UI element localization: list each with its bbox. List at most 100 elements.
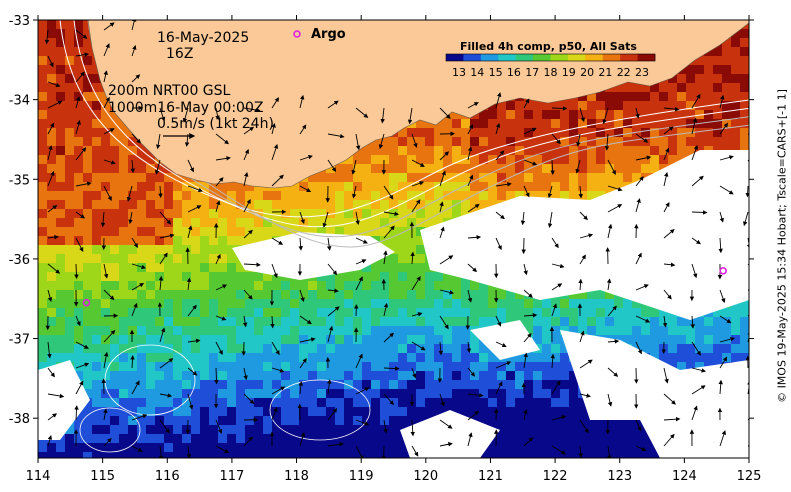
current-vector bbox=[74, 405, 79, 421]
current-vector bbox=[691, 144, 699, 161]
x-tick-label: 115 bbox=[90, 469, 115, 484]
current-vector bbox=[383, 332, 394, 343]
current-vector bbox=[551, 237, 559, 249]
colorbar-title: Filled 4h comp, p50, All Sats bbox=[460, 40, 637, 53]
current-vector bbox=[155, 159, 161, 175]
current-vector bbox=[75, 362, 90, 369]
current-vector bbox=[576, 133, 581, 147]
x-tick-label: 122 bbox=[543, 469, 568, 484]
colorbar-swatch bbox=[550, 54, 569, 61]
current-vector bbox=[159, 419, 170, 434]
current-vector bbox=[215, 419, 223, 434]
current-vector bbox=[242, 315, 248, 328]
current-vector bbox=[103, 263, 109, 279]
current-vector bbox=[47, 393, 65, 399]
current-vector bbox=[299, 432, 306, 447]
current-vector bbox=[438, 341, 444, 356]
current-vector bbox=[495, 122, 501, 135]
current-vector bbox=[159, 211, 172, 225]
current-vector bbox=[691, 405, 698, 421]
current-vector bbox=[520, 211, 526, 226]
current-vector bbox=[467, 235, 482, 240]
colorbar-swatch bbox=[620, 54, 638, 61]
current-vector bbox=[355, 353, 363, 369]
current-vector bbox=[271, 386, 286, 395]
x-tick-label: 123 bbox=[607, 469, 632, 484]
current-vector bbox=[547, 211, 553, 228]
current-vector bbox=[100, 211, 106, 228]
current-vector bbox=[187, 338, 201, 344]
current-vector bbox=[691, 175, 704, 187]
current-vector bbox=[635, 133, 649, 143]
current-vector bbox=[47, 122, 55, 135]
current-vector bbox=[103, 437, 112, 447]
current-vector bbox=[355, 107, 369, 118]
current-vector bbox=[131, 263, 147, 270]
current-vector bbox=[155, 133, 161, 150]
current-vector bbox=[298, 381, 304, 395]
current-vector bbox=[635, 284, 649, 291]
current-vector bbox=[439, 393, 445, 407]
current-vector bbox=[351, 185, 357, 199]
current-vector bbox=[719, 122, 729, 135]
current-vector bbox=[743, 211, 749, 227]
current-vector bbox=[131, 237, 138, 248]
current-vector bbox=[607, 445, 612, 458]
current-vector bbox=[523, 333, 532, 343]
current-vector bbox=[663, 147, 670, 161]
current-vector bbox=[411, 199, 421, 213]
current-vector bbox=[523, 98, 530, 109]
current-vector bbox=[691, 93, 701, 109]
colorbar-tick-label: 22 bbox=[617, 66, 631, 79]
current-vector bbox=[131, 380, 140, 395]
colorbar-tick-label: 23 bbox=[635, 66, 649, 79]
current-vector bbox=[411, 276, 421, 291]
current-vector bbox=[663, 202, 670, 213]
current-vector bbox=[327, 100, 339, 109]
x-tick-label: 118 bbox=[284, 469, 309, 484]
depth-contour bbox=[73, 20, 749, 228]
current-vector bbox=[351, 159, 357, 175]
current-vector bbox=[103, 70, 108, 83]
current-vector bbox=[410, 251, 415, 265]
current-vector bbox=[271, 123, 276, 135]
current-vector bbox=[635, 155, 652, 161]
x-tick-label: 117 bbox=[219, 469, 244, 484]
cloud-patch bbox=[38, 360, 90, 440]
current-vector bbox=[467, 146, 473, 161]
current-vector bbox=[159, 107, 166, 122]
colorbar-tick-label: 19 bbox=[562, 66, 576, 79]
current-vector bbox=[439, 315, 449, 330]
current-vector bbox=[243, 289, 253, 300]
current-vector bbox=[579, 359, 593, 369]
longitude-axis: 114 115 116 117 118 119 120 121 122 123 124 125 bbox=[26, 15, 761, 484]
current-vector bbox=[128, 211, 133, 225]
cloud-patch bbox=[400, 410, 500, 458]
x-tick-label: 121 bbox=[478, 469, 503, 484]
current-vector bbox=[299, 211, 305, 225]
current-vector bbox=[47, 145, 53, 161]
current-vector bbox=[663, 367, 669, 384]
argo-float-markers bbox=[82, 267, 727, 307]
current-vector bbox=[579, 233, 594, 239]
y-tick-label: -33 bbox=[9, 14, 30, 29]
current-vector bbox=[495, 92, 502, 109]
current-vector bbox=[579, 393, 591, 398]
current-vector bbox=[607, 339, 620, 344]
current-vector bbox=[159, 252, 168, 265]
current-vector bbox=[47, 435, 53, 447]
current-vector bbox=[551, 283, 563, 291]
y-tick-label: -35 bbox=[9, 173, 30, 188]
current-vector bbox=[635, 176, 644, 187]
no-data-patches bbox=[38, 150, 749, 458]
current-vector bbox=[467, 289, 473, 303]
current-vector bbox=[495, 150, 505, 161]
current-vector bbox=[439, 226, 445, 239]
current-vector bbox=[187, 393, 194, 410]
current-vector bbox=[607, 393, 613, 407]
current-vector bbox=[187, 159, 194, 173]
y-tick-label: -37 bbox=[9, 333, 30, 348]
current-vector bbox=[130, 355, 135, 369]
colorbar-swatch bbox=[585, 54, 604, 61]
current-vector bbox=[243, 148, 249, 161]
